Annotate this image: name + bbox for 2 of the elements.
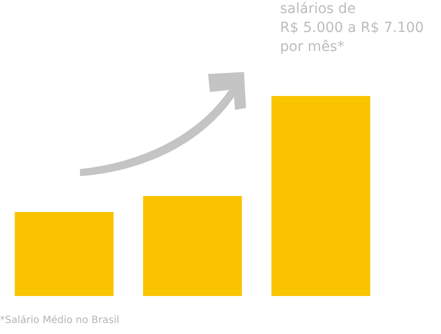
text: *Salário Médio no Brasil (0, 315, 120, 326)
chart-title: salários de R$ 5.000 a R$ 7.100 por mês* (280, 0, 424, 57)
